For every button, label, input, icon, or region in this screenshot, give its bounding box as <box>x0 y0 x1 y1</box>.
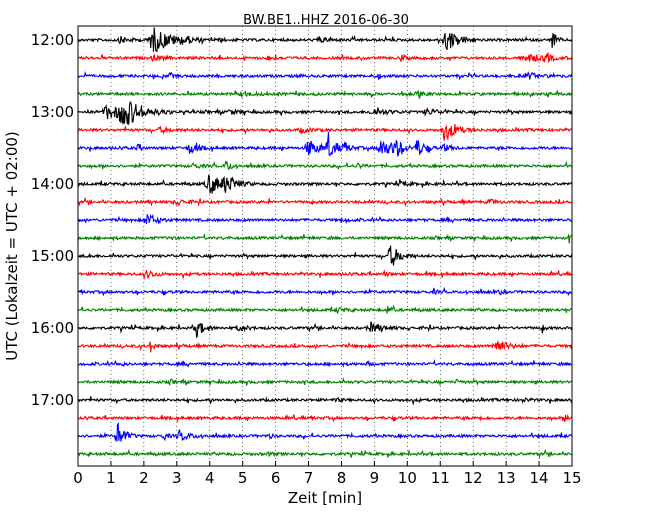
trace-14-30 <box>77 213 572 225</box>
x-tick-label: 5 <box>238 469 248 487</box>
x-tick-label: 10 <box>398 469 417 487</box>
trace-13-15 <box>77 123 573 141</box>
plot-frame <box>77 25 573 467</box>
trace-17-45 <box>77 448 573 459</box>
x-tick-label: 2 <box>139 469 149 487</box>
x-tick-label: 7 <box>304 469 314 487</box>
y-tick-label: 17:00 <box>31 391 74 409</box>
x-tick-label: 13 <box>497 469 516 487</box>
trace-12-45 <box>77 89 573 99</box>
x-axis: 0 1 2 3 4 5 6 7 8 9 10 11 12 13 14 15 <box>73 461 582 487</box>
y-tick-label: 15:00 <box>31 247 74 265</box>
trace-16-45 <box>77 377 573 387</box>
trace-12-30 <box>77 70 573 81</box>
x-tick-label: 6 <box>271 469 281 487</box>
x-tick-label: 14 <box>530 469 549 487</box>
x-tick-label: 0 <box>73 469 83 487</box>
trace-17-15 <box>77 413 573 423</box>
x-tick-label: 15 <box>562 469 581 487</box>
trace-12-00 <box>77 27 573 53</box>
trace-15-45 <box>77 304 573 315</box>
x-tick-label: 4 <box>205 469 215 487</box>
trace-14-00 <box>77 174 573 194</box>
trace-15-00 <box>77 245 573 266</box>
y-tick-label: 12:00 <box>31 31 74 49</box>
trace-16-00 <box>77 321 573 338</box>
x-axis-label: Zeit [min] <box>288 489 362 507</box>
trace-13-30 <box>77 132 573 157</box>
trace-14-15 <box>77 196 573 208</box>
traces-group <box>77 27 573 459</box>
x-tick-label: 9 <box>370 469 380 487</box>
y-axis-label: UTC (Lokalzeit = UTC + 02:00) <box>3 131 21 361</box>
x-tick-label: 12 <box>464 469 483 487</box>
trace-15-15 <box>77 269 573 280</box>
x-tick-label: 8 <box>337 469 347 487</box>
x-tick-label: 3 <box>172 469 182 487</box>
trace-13-45 <box>77 160 573 170</box>
y-tick-label: 16:00 <box>31 319 74 337</box>
chart-title: BW.BE1..HHZ 2016-06-30 <box>243 13 409 28</box>
trace-16-30 <box>77 358 572 368</box>
trace-12-15 <box>77 52 573 64</box>
trace-15-30 <box>77 286 573 297</box>
trace-17-30 <box>77 422 573 442</box>
trace-16-15 <box>77 339 573 353</box>
trace-14-45 <box>77 232 573 244</box>
vertical-grid <box>110 26 540 466</box>
y-tick-label: 13:00 <box>31 103 74 121</box>
x-tick-label: 1 <box>106 469 116 487</box>
y-tick-label: 14:00 <box>31 175 74 193</box>
y-axis: 12:00 13:00 14:00 15:00 16:00 17:00 <box>31 31 83 409</box>
trace-17-00 <box>77 396 573 406</box>
trace-13-00 <box>77 101 573 125</box>
x-tick-label: 11 <box>431 469 450 487</box>
